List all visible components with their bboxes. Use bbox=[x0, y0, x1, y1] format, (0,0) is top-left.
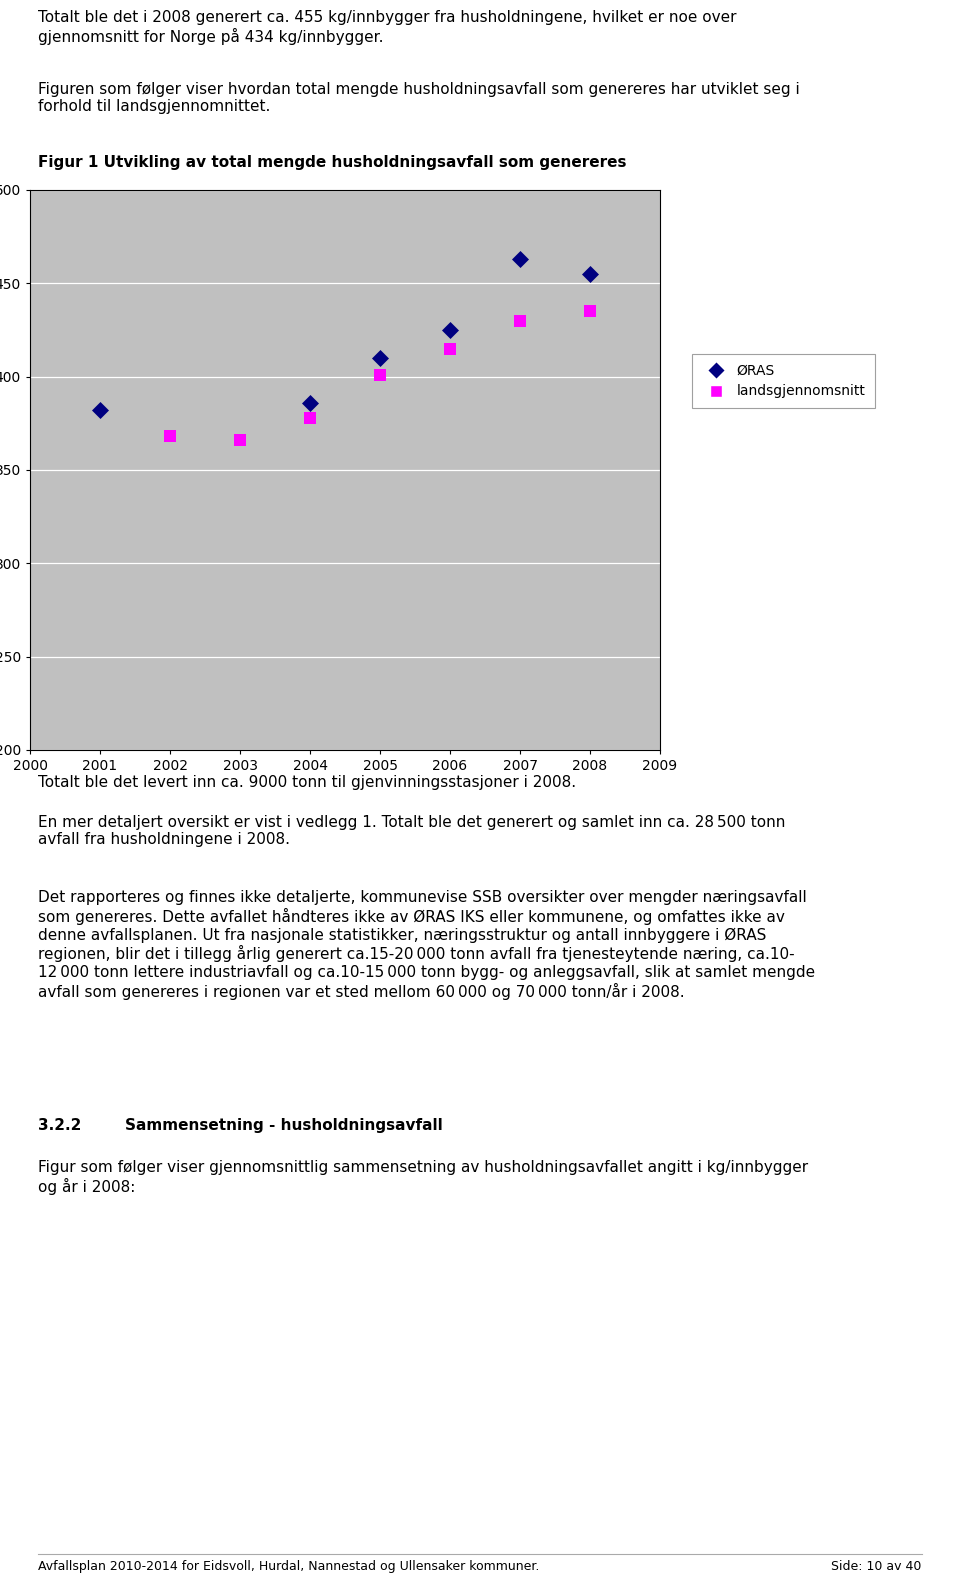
Point bbox=[302, 390, 318, 415]
Text: Det rapporteres og finnes ikke detaljerte, kommunevise SSB oversikter over mengd: Det rapporteres og finnes ikke detaljert… bbox=[38, 890, 816, 999]
Point bbox=[372, 346, 388, 371]
Point bbox=[162, 424, 178, 450]
Text: Totalt ble det i 2008 generert ca. 455 kg/innbygger fra husholdningene, hvilket : Totalt ble det i 2008 generert ca. 455 k… bbox=[38, 9, 737, 44]
Point bbox=[92, 398, 108, 423]
Text: 3.2.2: 3.2.2 bbox=[38, 1117, 82, 1133]
Text: Figur 1 Utvikling av total mengde husholdningsavfall som genereres: Figur 1 Utvikling av total mengde hushol… bbox=[38, 155, 627, 170]
Text: Sammensetning - husholdningsavfall: Sammensetning - husholdningsavfall bbox=[125, 1117, 443, 1133]
Point bbox=[302, 406, 318, 431]
Point bbox=[232, 428, 248, 453]
Text: En mer detaljert oversikt er vist i vedlegg 1. Totalt ble det generert og samlet: En mer detaljert oversikt er vist i vedl… bbox=[38, 814, 786, 847]
Point bbox=[583, 262, 598, 287]
Point bbox=[513, 308, 528, 333]
Text: Side: 10 av 40: Side: 10 av 40 bbox=[831, 1561, 922, 1573]
Text: Totalt ble det levert inn ca. 9000 tonn til gjenvinningsstasjoner i 2008.: Totalt ble det levert inn ca. 9000 tonn … bbox=[38, 775, 577, 791]
Point bbox=[372, 363, 388, 388]
Point bbox=[583, 298, 598, 323]
Point bbox=[443, 336, 458, 361]
Point bbox=[443, 317, 458, 342]
Text: Figur som følger viser gjennomsnittlig sammensetning av husholdningsavfallet ang: Figur som følger viser gjennomsnittlig s… bbox=[38, 1160, 808, 1195]
Point bbox=[513, 246, 528, 271]
Legend: ØRAS, landsgjennomsnitt: ØRAS, landsgjennomsnitt bbox=[692, 353, 876, 409]
Text: Figuren som følger viser hvordan total mengde husholdningsavfall som genereres h: Figuren som følger viser hvordan total m… bbox=[38, 82, 800, 114]
Text: Avfallsplan 2010-2014 for Eidsvoll, Hurdal, Nannestad og Ullensaker kommuner.: Avfallsplan 2010-2014 for Eidsvoll, Hurd… bbox=[38, 1561, 540, 1573]
